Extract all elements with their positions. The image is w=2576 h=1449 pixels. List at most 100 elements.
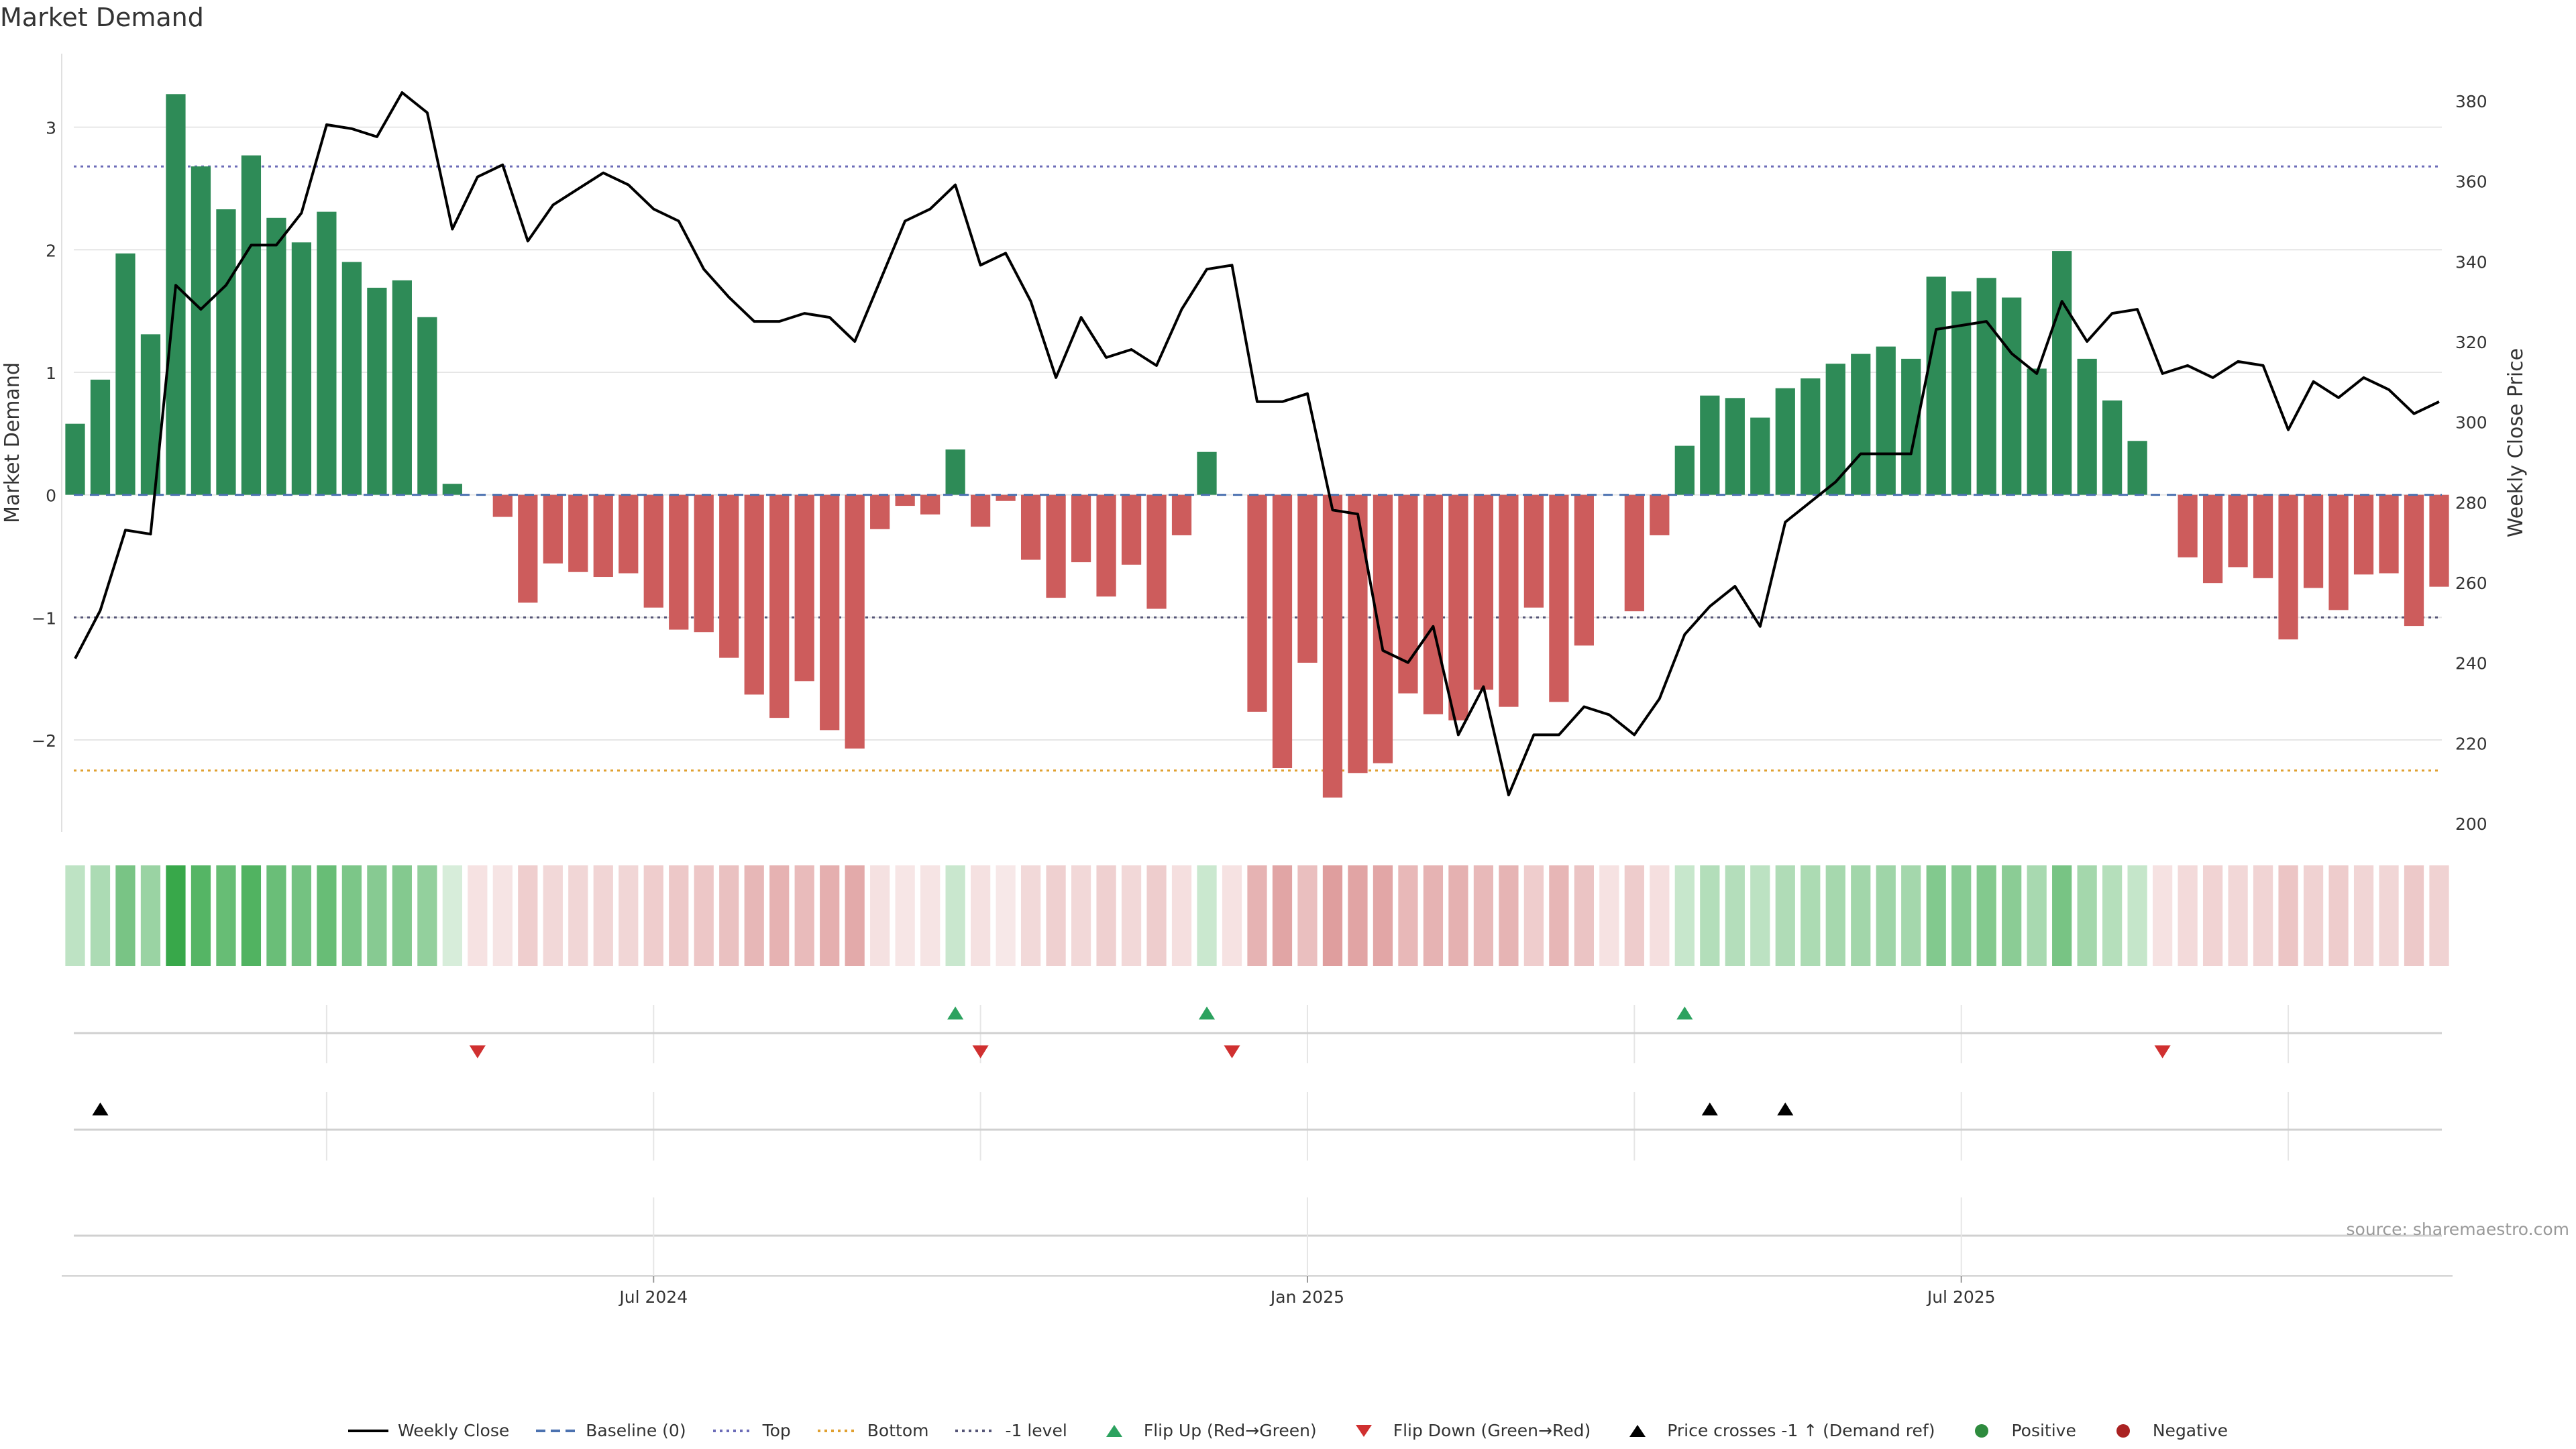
demand-bar [191, 166, 211, 495]
heat-cell [2328, 865, 2349, 966]
right-tick-label: 380 [2455, 92, 2487, 111]
flip-up-marker [1199, 1006, 1216, 1020]
demand-bar [1171, 494, 1192, 535]
heat-cell [2178, 865, 2198, 966]
heat-cell [970, 865, 991, 966]
heat-cell [920, 865, 941, 966]
demand-bar [2077, 358, 2097, 495]
demand-bar [2202, 494, 2223, 584]
heat-cell [1725, 865, 1745, 966]
demand-bar [1071, 494, 1091, 563]
left-axis-label: Market Demand [1, 362, 24, 523]
demand-bar [1650, 494, 1670, 535]
legend-item: Negative [2103, 1421, 2228, 1440]
legend-item: -1 level [955, 1421, 1067, 1440]
demand-bar [1725, 398, 1745, 495]
heat-cell [744, 865, 764, 966]
demand-bar [1197, 451, 1217, 495]
legend-symbol [1617, 1422, 1658, 1440]
flip-up-marker [1676, 1006, 1693, 1020]
legend-symbol [2103, 1422, 2143, 1440]
legend-symbol [1962, 1422, 2002, 1440]
demand-bar [1750, 417, 1770, 495]
legend-symbol [955, 1422, 996, 1440]
demand-bar [216, 209, 236, 495]
heat-cell [1222, 865, 1242, 966]
heat-cell [769, 865, 790, 966]
legend-label: Price crosses -1 ↑ (Demand ref) [1667, 1421, 1935, 1440]
heat-cell [1423, 865, 1444, 966]
demand-bar [1297, 494, 1318, 663]
demand-bar [341, 262, 362, 495]
price-cross-marker [92, 1102, 109, 1116]
heat-cell [166, 865, 186, 966]
demand-bar [1322, 494, 1343, 798]
demand-bar [895, 494, 915, 506]
demand-bar [2429, 494, 2449, 587]
demand-bar [694, 494, 714, 633]
flip-down-marker [469, 1045, 486, 1059]
heat-cell [1448, 865, 1468, 966]
demand-bar [2303, 494, 2324, 588]
heat-cell [115, 865, 136, 966]
source-note: source: sharemaestro.com [2346, 1220, 2570, 1239]
heat-cell [1624, 865, 1644, 966]
demand-bar [2127, 441, 2147, 495]
legend-item: Top [712, 1421, 791, 1440]
heat-cell [442, 865, 462, 966]
heat-cell [568, 865, 588, 966]
demand-bar [643, 494, 663, 608]
heat-cell [794, 865, 814, 966]
demand-bar [1348, 494, 1368, 773]
heat-cell [241, 865, 262, 966]
heat-cell [845, 865, 865, 966]
legend-item: Flip Down (Green→Red) [1344, 1421, 1591, 1440]
heat-cell [492, 865, 513, 966]
demand-bar [417, 317, 437, 495]
right-tick-label: 320 [2455, 333, 2487, 352]
demand-bar [1901, 358, 1921, 495]
demand-bar [845, 494, 865, 749]
demand-bar [241, 155, 262, 495]
heat-cell [643, 865, 663, 966]
heat-cell [694, 865, 714, 966]
heat-cell [1801, 865, 1821, 966]
demand-bar [920, 494, 941, 515]
heat-cell [1750, 865, 1770, 966]
legend-label: Top [762, 1421, 791, 1440]
legend-label: -1 level [1005, 1421, 1067, 1440]
demand-bar [1523, 494, 1544, 608]
legend-label: Flip Down (Green→Red) [1393, 1421, 1591, 1440]
demand-bar [543, 494, 563, 564]
demand-bar [1976, 278, 1996, 495]
left-tick-label: 2 [46, 241, 56, 260]
demand-bar [2278, 494, 2298, 640]
heat-cell [367, 865, 387, 966]
demand-bar [90, 379, 111, 495]
heat-cell [1322, 865, 1343, 966]
right-tick-label: 340 [2455, 252, 2487, 272]
legend-item: Weekly Close [347, 1421, 509, 1440]
x-tick-label: Jan 2025 [1269, 1287, 1344, 1307]
demand-bar [1046, 494, 1066, 598]
heat-cell [1523, 865, 1544, 966]
legend-item: Price crosses -1 ↑ (Demand ref) [1617, 1421, 1935, 1440]
demand-bar [744, 494, 764, 695]
heat-cell [1700, 865, 1720, 966]
heat-cell [2379, 865, 2399, 966]
price-cross-marker [1701, 1102, 1718, 1116]
left-tick-label: −2 [32, 731, 56, 751]
heat-cell [1775, 865, 1795, 966]
demand-bar [719, 494, 739, 658]
heat-cell [1046, 865, 1066, 966]
demand-bar [2228, 494, 2248, 568]
heat-cell [2253, 865, 2273, 966]
heat-cell [945, 865, 965, 966]
flip-down-marker [972, 1045, 989, 1059]
demand-bar [2052, 251, 2072, 495]
heat-cell [1549, 865, 1569, 966]
demand-bar [2002, 297, 2022, 495]
heat-cell [2077, 865, 2097, 966]
heat-cell [417, 865, 437, 966]
